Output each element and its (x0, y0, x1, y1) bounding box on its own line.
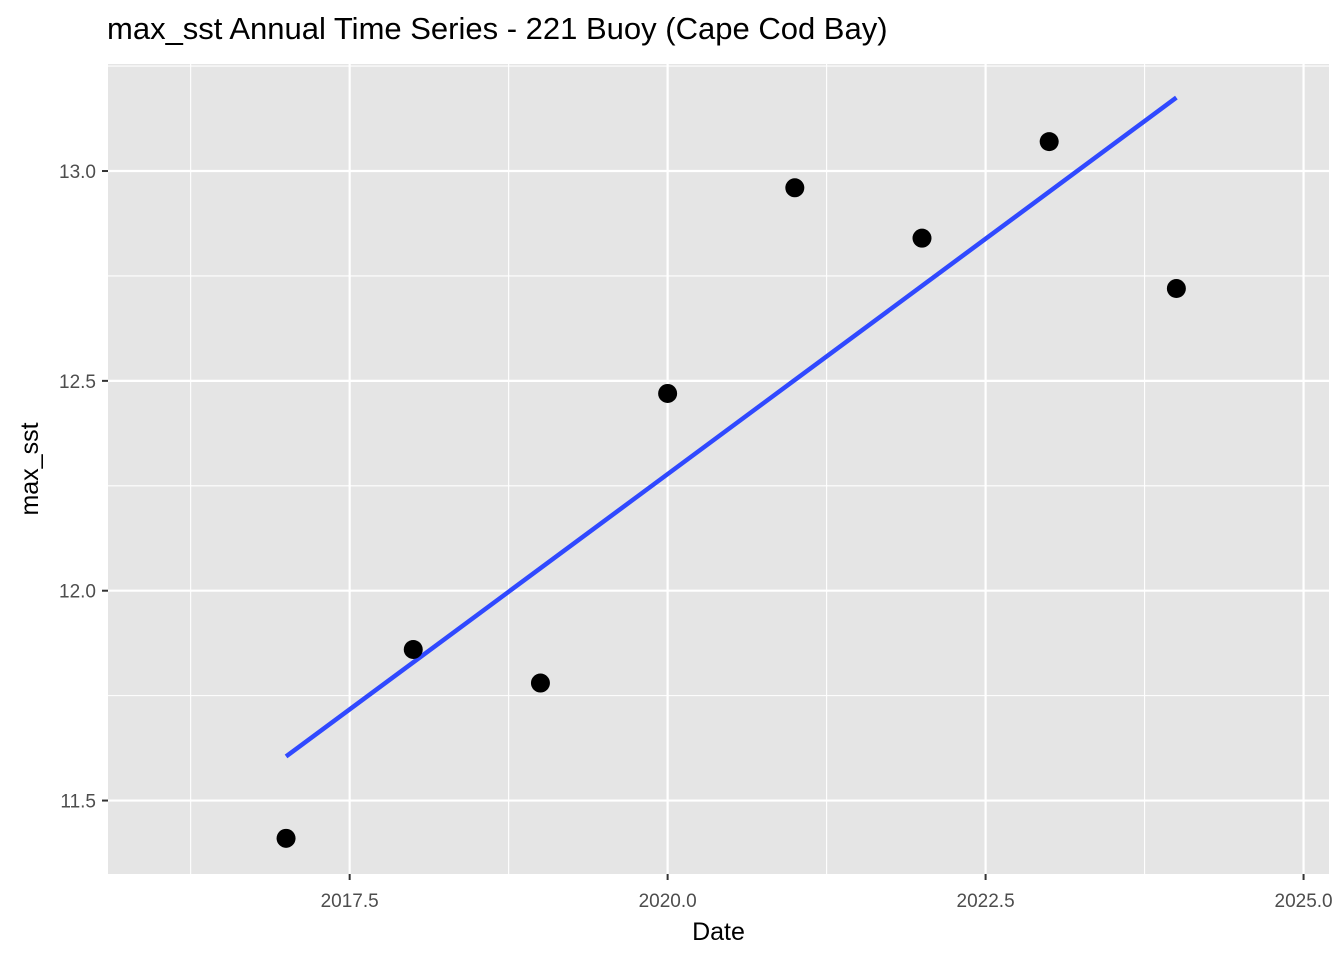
y-axis-label: max_sst (16, 422, 44, 515)
trend-line (284, 95, 1178, 759)
data-point (1166, 279, 1186, 299)
x-tick-label: 2020.0 (639, 891, 697, 912)
y-axis: 11.5 12.0 12.5 13.0 (59, 162, 108, 813)
chart-title: max_sst Annual Time Series - 221 Buoy (C… (107, 11, 888, 46)
data-point (912, 228, 932, 248)
x-tick-label: 2025.0 (1275, 891, 1333, 912)
trend-line-layer (284, 95, 1178, 759)
y-tick-label: 12.0 (59, 582, 96, 603)
grid-minor (108, 64, 1329, 874)
data-point (785, 178, 805, 198)
data-point (403, 639, 423, 659)
y-tick-label: 12.5 (59, 372, 96, 393)
data-point (1039, 132, 1059, 152)
y-tick-label: 11.5 (60, 792, 96, 813)
x-tick-label: 2017.5 (321, 891, 379, 912)
x-axis: 2017.5 2020.0 2022.5 2025.0 (321, 874, 1333, 912)
x-axis-label: Date (692, 918, 745, 946)
x-tick-label: 2022.5 (957, 891, 1015, 912)
grid-major (108, 64, 1329, 874)
y-tick-label: 13.0 (59, 162, 96, 183)
data-points (276, 132, 1186, 848)
data-point (530, 673, 550, 693)
data-point (276, 828, 296, 848)
data-point (658, 383, 678, 403)
